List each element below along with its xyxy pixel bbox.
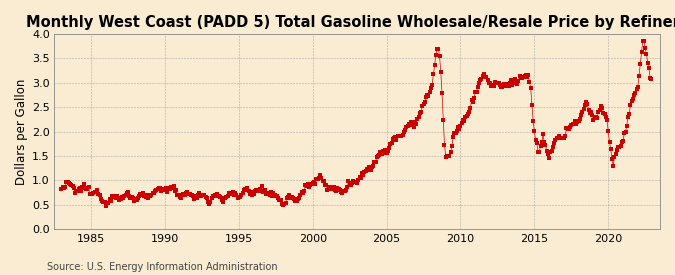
Y-axis label: Dollars per Gallon: Dollars per Gallon bbox=[15, 78, 28, 185]
Title: Monthly West Coast (PADD 5) Total Gasoline Wholesale/Resale Price by Refiners: Monthly West Coast (PADD 5) Total Gasoli… bbox=[26, 15, 675, 30]
Text: Source: U.S. Energy Information Administration: Source: U.S. Energy Information Administ… bbox=[47, 262, 278, 272]
